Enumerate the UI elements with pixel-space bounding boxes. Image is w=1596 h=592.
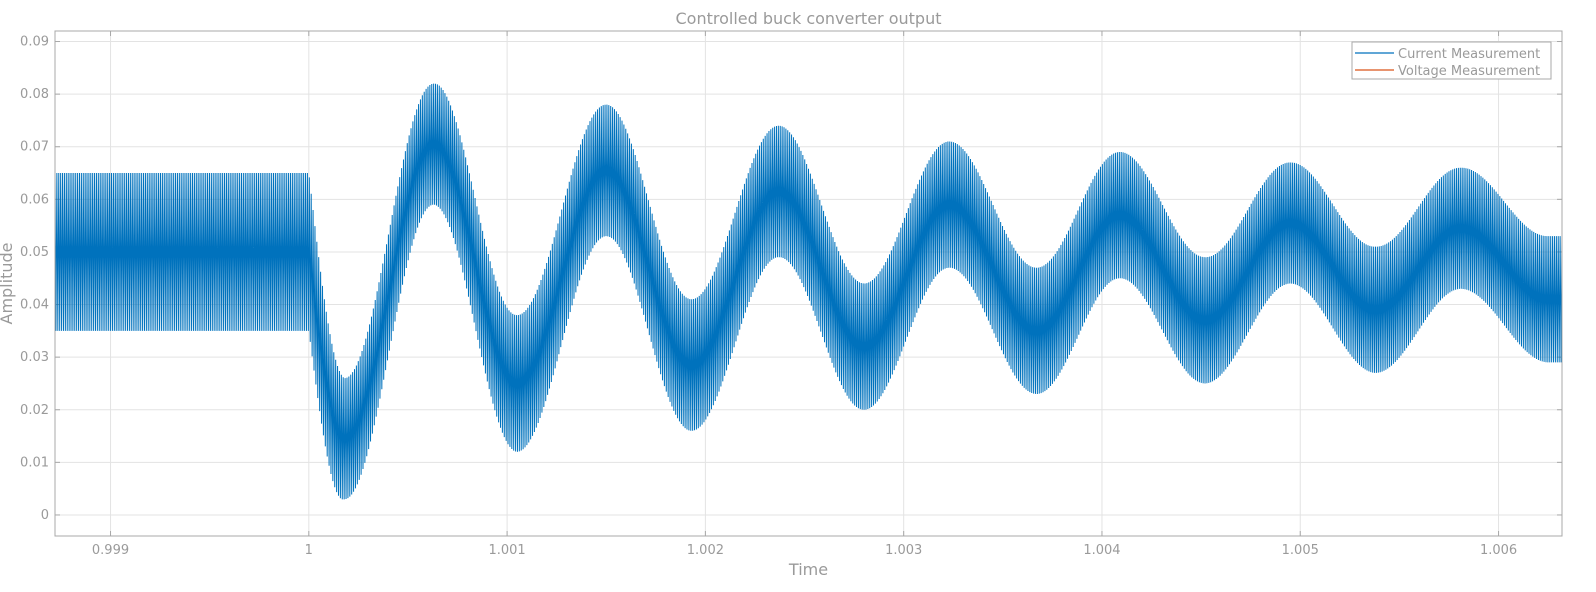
y-tick-label: 0.04	[20, 298, 49, 313]
series-current-measurement-line	[54, 83, 1563, 500]
x-tick-label: 1.004	[1083, 543, 1120, 558]
y-tick-label: 0.03	[20, 350, 49, 365]
x-tick-label: 0.999	[92, 543, 129, 558]
plot-area	[54, 83, 1563, 500]
y-tick-label: 0.06	[20, 192, 49, 207]
y-tick-label: 0.07	[20, 140, 49, 155]
legend-entry-label: Current Measurement	[1398, 47, 1540, 62]
x-tick-label: 1.002	[687, 543, 724, 558]
x-tick-label: 1.006	[1480, 543, 1517, 558]
y-tick-label: 0.09	[20, 35, 49, 50]
x-tick-label: 1.003	[885, 543, 922, 558]
axes-box	[54, 30, 1563, 537]
y-tick-label: 0.02	[20, 403, 49, 418]
legend-box	[1351, 41, 1552, 80]
y-tick-label: 0.05	[20, 245, 49, 260]
grid-lines	[55, 31, 1562, 536]
x-axis-label: Time	[788, 560, 828, 579]
legend: Current Measurement Voltage Measurement	[1351, 41, 1552, 80]
y-tick-label: 0.08	[20, 87, 49, 102]
axis-ticks: 0.999 1 1.001 1.002 1.003 1.004 1.005 1.006 0 0.0…	[20, 31, 1562, 558]
legend-entry-label: Voltage Measurement	[1398, 64, 1540, 79]
chart-title: Controlled buck converter output	[676, 9, 942, 28]
y-tick-label: 0.01	[20, 455, 49, 470]
y-axis-label: Amplitude	[0, 243, 16, 325]
y-tick-label: 0	[41, 508, 49, 523]
x-tick-label: 1.001	[488, 543, 525, 558]
x-tick-label: 1	[305, 543, 313, 558]
x-tick-label: 1.005	[1282, 543, 1319, 558]
